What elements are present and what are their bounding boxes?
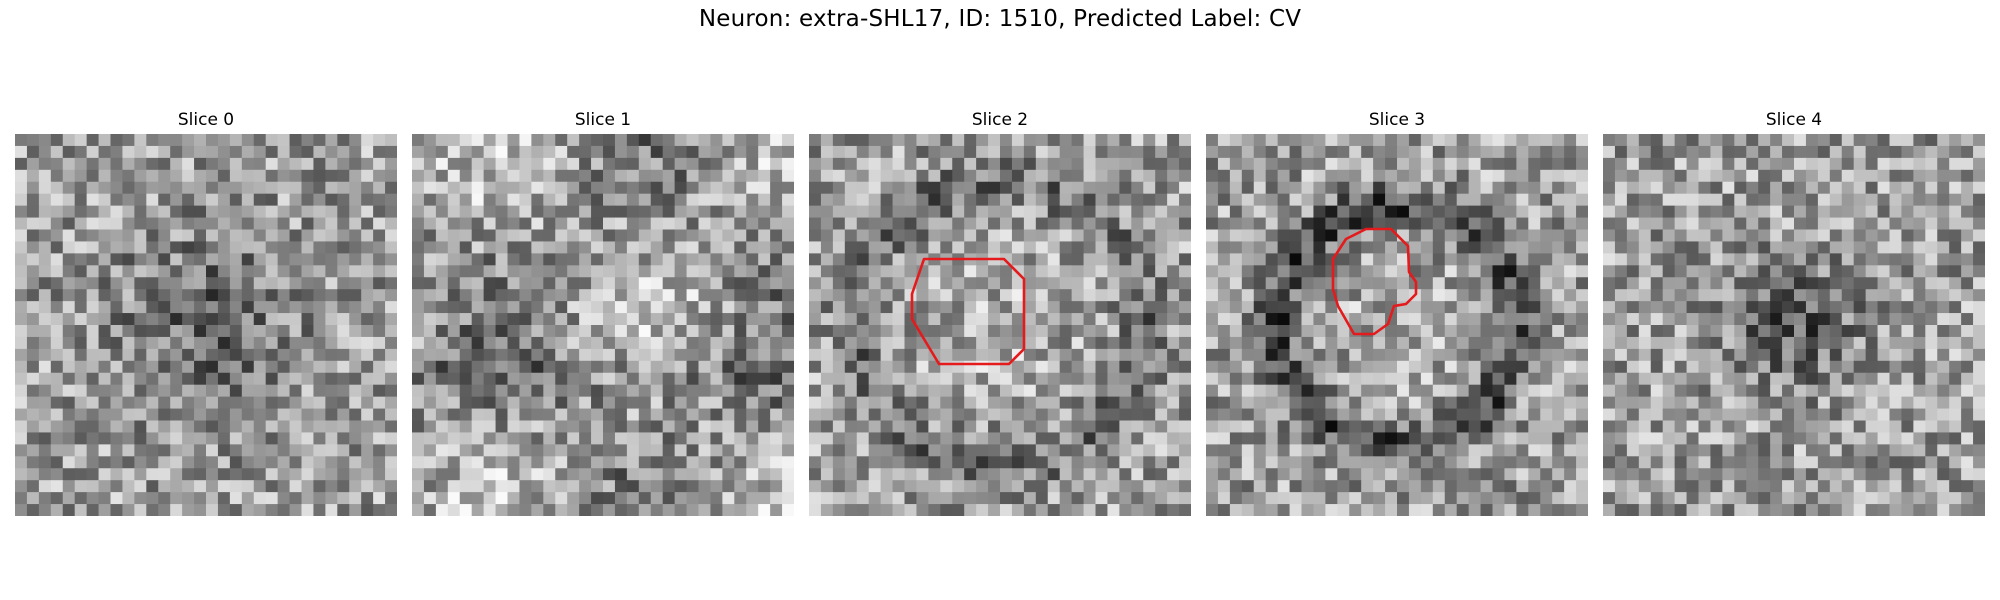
slice-title: Slice 4: [1765, 110, 1823, 130]
slice-title: Slice 1: [574, 110, 632, 130]
segmentation-contour: [910, 257, 1026, 366]
segmentation-contour: [1331, 227, 1418, 336]
slice-title: Slice 2: [971, 110, 1029, 130]
slice-image: [809, 134, 1191, 516]
slice-image: [412, 134, 794, 516]
slice-image: [1206, 134, 1588, 516]
slice-image: [15, 134, 397, 516]
slice-title: Slice 0: [177, 110, 235, 130]
slice-image: [1603, 134, 1985, 516]
figure-title: Neuron: extra-SHL17, ID: 1510, Predicted…: [698, 6, 1302, 32]
slice-title: Slice 3: [1368, 110, 1426, 130]
